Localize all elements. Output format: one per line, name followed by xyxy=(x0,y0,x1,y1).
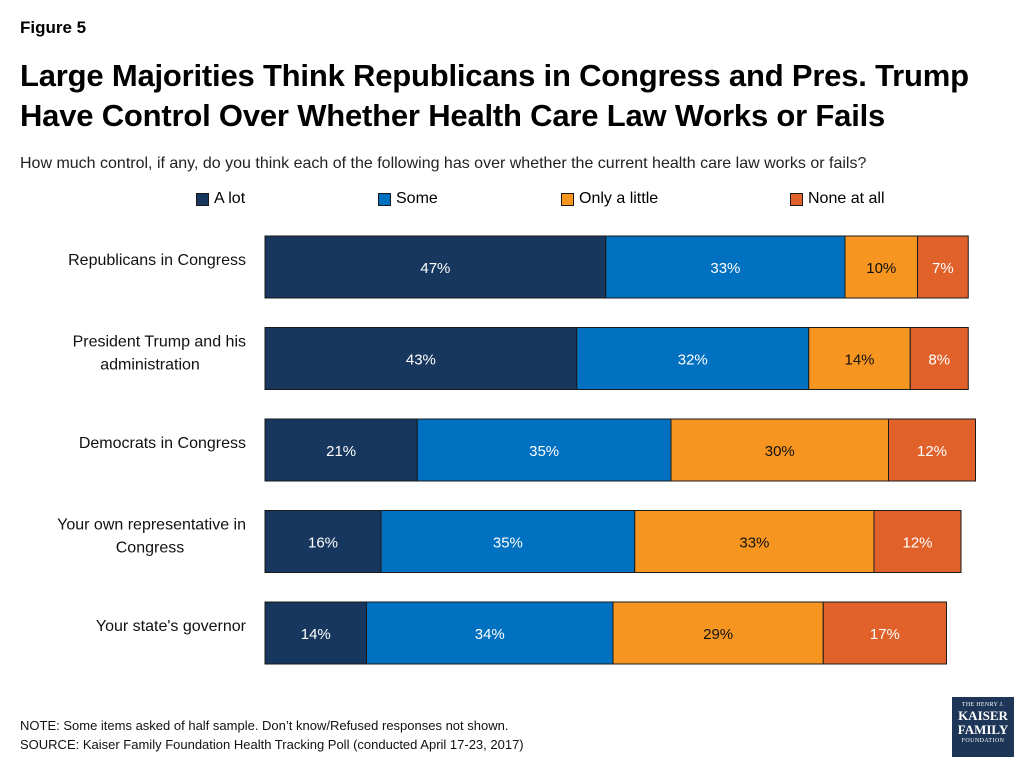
data-label: 32% xyxy=(678,352,708,369)
legend-label: A lot xyxy=(214,190,246,207)
data-label: 14% xyxy=(844,352,874,369)
data-label: 34% xyxy=(475,626,505,643)
legend-label: None at all xyxy=(808,190,885,207)
legend-item-2: Only a little xyxy=(561,190,658,208)
legend-item-0: A lot xyxy=(196,190,245,208)
data-label: 16% xyxy=(308,535,338,552)
kff-logo: THE HENRY J. KAISER FAMILY FOUNDATION xyxy=(952,697,1014,757)
bar-segment xyxy=(416,418,672,482)
bar-segment xyxy=(264,418,418,482)
bar-segment xyxy=(888,418,976,482)
data-label: 33% xyxy=(710,260,740,277)
data-label: 8% xyxy=(928,352,950,369)
data-label: 14% xyxy=(301,626,331,643)
logo-line-2: KAISER xyxy=(958,708,1008,723)
bar-segment xyxy=(822,601,947,665)
legend-label: Some xyxy=(396,190,438,207)
bar-segment xyxy=(634,510,875,573)
legend-item-1: Some xyxy=(378,190,438,208)
footnotes: NOTE: Some items asked of half sample. D… xyxy=(20,716,524,754)
data-label: 12% xyxy=(902,535,932,552)
category-label: Your own representative in Congress xyxy=(57,517,246,557)
data-label: 7% xyxy=(932,260,954,277)
data-label: 29% xyxy=(703,626,733,643)
legend-swatch xyxy=(378,192,391,206)
data-label: 35% xyxy=(529,443,559,460)
chart-title: Large Majorities Think Republicans in Co… xyxy=(20,58,969,133)
data-label: 17% xyxy=(870,626,900,643)
bar-segment xyxy=(576,327,810,390)
legend-swatch xyxy=(196,192,209,206)
logo-line-3: FAMILY xyxy=(957,722,1009,737)
category-label: Democrats in Congress xyxy=(79,435,246,452)
logo-line-4: FOUNDATION xyxy=(961,738,1005,744)
data-label: 33% xyxy=(739,535,769,552)
legend-label: Only a little xyxy=(579,190,659,207)
data-label: 35% xyxy=(493,535,523,552)
bar-segment xyxy=(917,235,969,299)
stacked-bar-chart: Republicans in Congress 47% 33% 10% 7% Presid… xyxy=(57,235,976,665)
category-label: President Trump and his administration xyxy=(73,334,246,374)
bar-segment xyxy=(808,327,911,390)
chart-legend: A lot Some Only a little None at all xyxy=(0,190,1024,210)
chart-subtitle: How much control, if any, do you think e… xyxy=(20,155,867,172)
data-label: 10% xyxy=(866,260,896,277)
category-label: Your state's governor xyxy=(96,618,247,635)
bar-segment xyxy=(605,235,846,299)
bar-segment xyxy=(380,510,636,573)
bar-segment xyxy=(909,327,969,390)
bar-segment xyxy=(670,418,889,482)
bar-segment xyxy=(873,510,962,573)
note-text: NOTE: Some items asked of half sample. D… xyxy=(20,718,509,733)
bar-segment xyxy=(844,235,918,299)
source-text: SOURCE: Kaiser Family Foundation Health … xyxy=(20,737,524,752)
data-label: 47% xyxy=(420,260,450,277)
data-label: 12% xyxy=(917,443,947,460)
bar-segment xyxy=(264,601,367,665)
legend-swatch xyxy=(790,192,803,206)
bar-segment xyxy=(264,235,607,299)
bar-segment xyxy=(366,601,614,665)
logo-line-1: THE HENRY J. xyxy=(961,702,1005,708)
legend-item-3: None at all xyxy=(790,190,885,208)
data-label: 43% xyxy=(406,352,436,369)
category-label: Republicans in Congress xyxy=(68,252,246,269)
legend-swatch xyxy=(561,192,574,206)
data-label: 30% xyxy=(765,443,795,460)
data-label: 21% xyxy=(326,443,356,460)
bar-segment xyxy=(264,327,578,390)
figure-label: Figure 5 xyxy=(20,18,87,37)
